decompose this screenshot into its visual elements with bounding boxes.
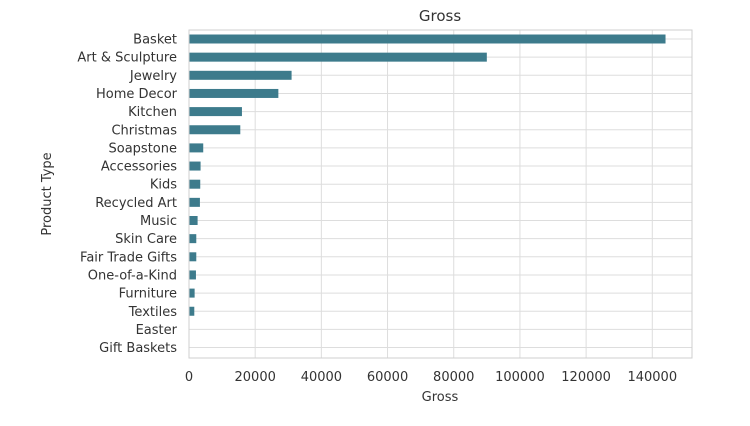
x-tick-labels: 0 20000 40000 60000 80000 100000 120000 140000	[185, 370, 677, 385]
y-tick-label: Easter	[136, 323, 178, 338]
bar	[189, 252, 197, 262]
y-tick-label: Art & Sculpture	[77, 51, 177, 66]
bar	[189, 234, 197, 244]
bar	[189, 88, 279, 98]
chart-title: Gross	[419, 7, 461, 25]
bar	[189, 288, 195, 298]
y-tick-label: Christmas	[111, 123, 177, 138]
y-tick-label: Fair Trade Gifts	[80, 250, 177, 265]
x-tick-label: 0	[185, 370, 193, 385]
bar	[189, 270, 196, 280]
y-tick-label: Recycled Art	[95, 196, 177, 211]
y-tick-label: One-of-a-Kind	[88, 268, 177, 283]
x-tick-label: 60000	[367, 370, 408, 385]
y-tick-label: Gift Baskets	[99, 341, 177, 356]
y-tick-label: Accessories	[101, 160, 177, 175]
y-tick-label: Furniture	[119, 287, 177, 302]
bar	[189, 161, 201, 171]
y-tick-label: Home Decor	[96, 87, 178, 102]
y-tick-label: Kitchen	[128, 105, 177, 120]
y-tick-label: Kids	[150, 178, 177, 193]
bar	[189, 107, 242, 117]
x-axis-title: Gross	[422, 390, 459, 405]
bar	[189, 143, 204, 153]
x-tick-label: 120000	[561, 370, 611, 385]
x-tick-label: 80000	[433, 370, 474, 385]
y-axis-title: Product Type	[40, 152, 55, 235]
y-tick-labels: Basket Art & Sculpture Jewelry Home Decor Ki…	[77, 33, 177, 357]
bar	[189, 179, 201, 189]
y-tick-label: Soapstone	[109, 141, 178, 156]
bars	[189, 34, 666, 316]
y-tick-label: Skin Care	[115, 232, 177, 247]
plot-frame	[188, 29, 693, 359]
bar	[189, 125, 241, 135]
x-tick-label: 40000	[301, 370, 342, 385]
y-tick-label: Textiles	[128, 305, 178, 320]
bar	[189, 70, 292, 80]
bar	[189, 216, 198, 225]
bar	[189, 197, 200, 207]
x-tick-label: 20000	[235, 370, 276, 385]
bar	[189, 52, 487, 62]
y-tick-label: Basket	[133, 33, 177, 48]
bar	[189, 34, 666, 44]
x-tick-label: 140000	[627, 370, 677, 385]
x-tick-label: 100000	[495, 370, 545, 385]
bar	[189, 306, 195, 316]
y-tick-label: Music	[140, 214, 177, 229]
y-tick-label: Jewelry	[129, 69, 177, 84]
